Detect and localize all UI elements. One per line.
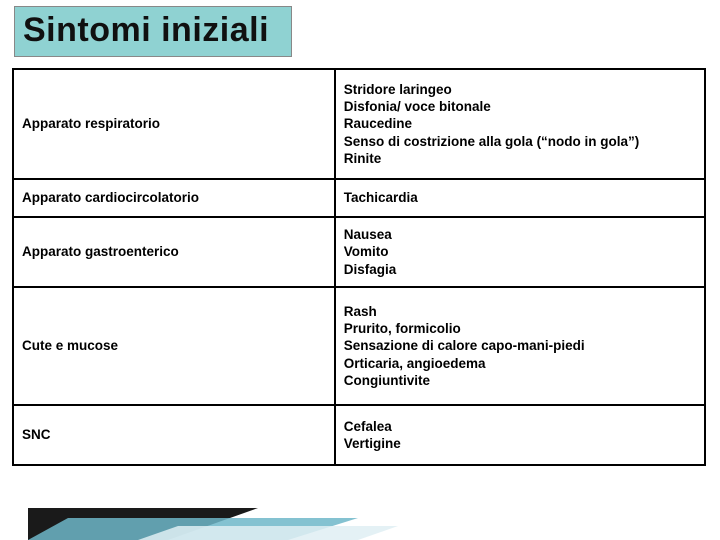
page-title: Sintomi iniziali — [23, 11, 269, 49]
symptom-line: Rinite — [344, 150, 696, 167]
table-row: SNC CefaleaVertigine — [13, 405, 705, 465]
symptom-line: Vertigine — [344, 435, 696, 452]
symptom-line: Orticaria, angioedema — [344, 355, 696, 372]
table-row: Apparato respiratorio Stridore laringeoD… — [13, 69, 705, 179]
symptoms-cell: Stridore laringeoDisfonia/ voce bitonale… — [335, 69, 705, 179]
symptom-line: Prurito, formicolio — [344, 320, 696, 337]
title-box: Sintomi iniziali — [14, 6, 292, 57]
symptom-line: Stridore laringeo — [344, 81, 696, 98]
corner-decoration — [28, 498, 398, 540]
symptom-line: Disfonia/ voce bitonale — [344, 98, 696, 115]
symptoms-cell: Tachicardia — [335, 179, 705, 217]
symptom-line: Tachicardia — [344, 189, 696, 206]
system-cell: SNC — [13, 405, 335, 465]
symptom-line: Cefalea — [344, 418, 696, 435]
symptoms-cell: RashPrurito, formicolioSensazione di cal… — [335, 287, 705, 405]
table-row: Apparato cardiocircolatorio Tachicardia — [13, 179, 705, 217]
symptom-line: Senso di costrizione alla gola (“nodo in… — [344, 133, 696, 150]
decor-teal-shape — [28, 518, 358, 540]
symptoms-cell: NauseaVomitoDisfagia — [335, 217, 705, 287]
symptom-line: Raucedine — [344, 115, 696, 132]
symptoms-table: Apparato respiratorio Stridore laringeoD… — [12, 68, 706, 466]
system-cell: Apparato cardiocircolatorio — [13, 179, 335, 217]
symptom-line: Sensazione di calore capo-mani-piedi — [344, 337, 696, 354]
system-cell: Cute e mucose — [13, 287, 335, 405]
slide-root: { "title": "Sintomi iniziali", "title_st… — [0, 0, 720, 540]
system-cell: Apparato gastroenterico — [13, 217, 335, 287]
symptom-line: Rash — [344, 303, 696, 320]
table-row: Cute e mucose RashPrurito, formicolioSen… — [13, 287, 705, 405]
symptom-line: Vomito — [344, 243, 696, 260]
symptoms-cell: CefaleaVertigine — [335, 405, 705, 465]
symptom-line: Congiuntivite — [344, 372, 696, 389]
decor-light-shape — [138, 526, 398, 540]
symptom-line: Nausea — [344, 226, 696, 243]
symptom-line: Disfagia — [344, 261, 696, 278]
decor-dark-shape — [28, 508, 258, 540]
table-row: Apparato gastroenterico NauseaVomitoDisf… — [13, 217, 705, 287]
system-cell: Apparato respiratorio — [13, 69, 335, 179]
symptoms-table-body: Apparato respiratorio Stridore laringeoD… — [13, 69, 705, 465]
